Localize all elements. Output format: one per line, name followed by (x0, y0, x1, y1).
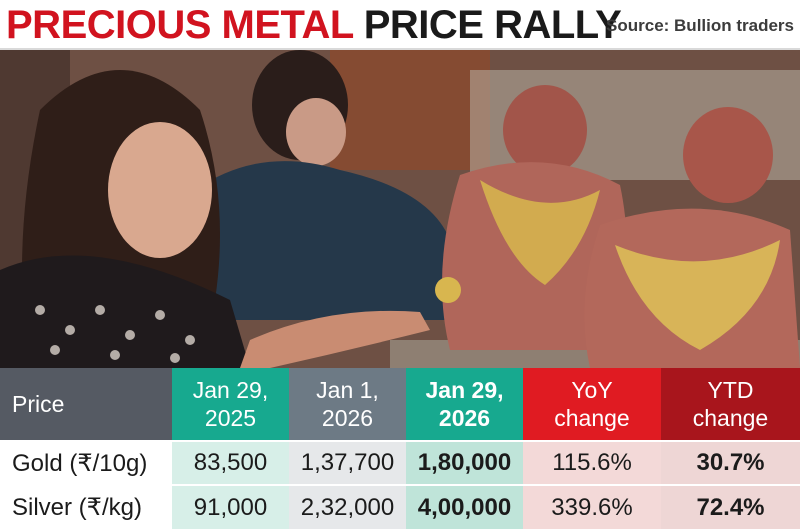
column-header-line2: 2026 (438, 405, 491, 431)
column-header-line1: YTD (707, 377, 754, 403)
column-header-line2: change (692, 405, 769, 431)
jewellery-shop-photo (0, 50, 800, 368)
column-header-line2: change (554, 405, 630, 431)
cell-silver-jan29-2026: 4,00,000 (406, 486, 523, 529)
source-credit: Source: Bullion traders (606, 16, 794, 35)
column-header-line1: Jan 29, (425, 377, 504, 403)
photo-illustration (0, 50, 800, 368)
column-header-line1: Jan 1, (316, 377, 379, 403)
cell-silver-yoy: 339.6% (523, 486, 661, 529)
cell-gold-ytd: 30.7% (661, 442, 800, 484)
column-header-jan29-2026: Jan 29, 2026 (406, 368, 523, 440)
cell-silver-jan29-2025: 91,000 (172, 486, 289, 529)
column-header-line2: 2025 (204, 405, 257, 431)
cell-silver-ytd: 72.4% (661, 486, 800, 529)
column-header-ytd: YTD change (661, 368, 800, 440)
column-header-line1: Jan 29, (192, 377, 269, 403)
row-label-silver: Silver (₹/kg) (0, 486, 172, 529)
column-header-line1: YoY (571, 377, 613, 403)
cell-gold-jan1-2026: 1,37,700 (289, 442, 406, 484)
column-header-jan1-2026: Jan 1, 2026 (289, 368, 406, 440)
headline-dark-part: PRICE RALLY (363, 3, 622, 47)
cell-gold-yoy: 115.6% (523, 442, 661, 484)
headline-red-part: PRECIOUS METAL (6, 3, 354, 47)
column-header-price: Price (0, 368, 172, 440)
price-table: Price Jan 29, 2025 Jan 1, 2026 Jan 29, 2… (0, 368, 800, 529)
headline: PRECIOUS METAL PRICE RALLY (6, 3, 622, 47)
header-bar: PRECIOUS METAL PRICE RALLY Source: Bulli… (0, 0, 800, 50)
cell-silver-jan1-2026: 2,32,000 (289, 486, 406, 529)
cell-gold-jan29-2026: 1,80,000 (406, 442, 523, 484)
column-header-price-label: Price (12, 391, 65, 417)
cell-gold-jan29-2025: 83,500 (172, 442, 289, 484)
column-header-jan29-2025: Jan 29, 2025 (172, 368, 289, 440)
column-header-line2: 2026 (321, 405, 374, 431)
row-label-gold: Gold (₹/10g) (0, 442, 172, 484)
column-header-yoy: YoY change (523, 368, 661, 440)
